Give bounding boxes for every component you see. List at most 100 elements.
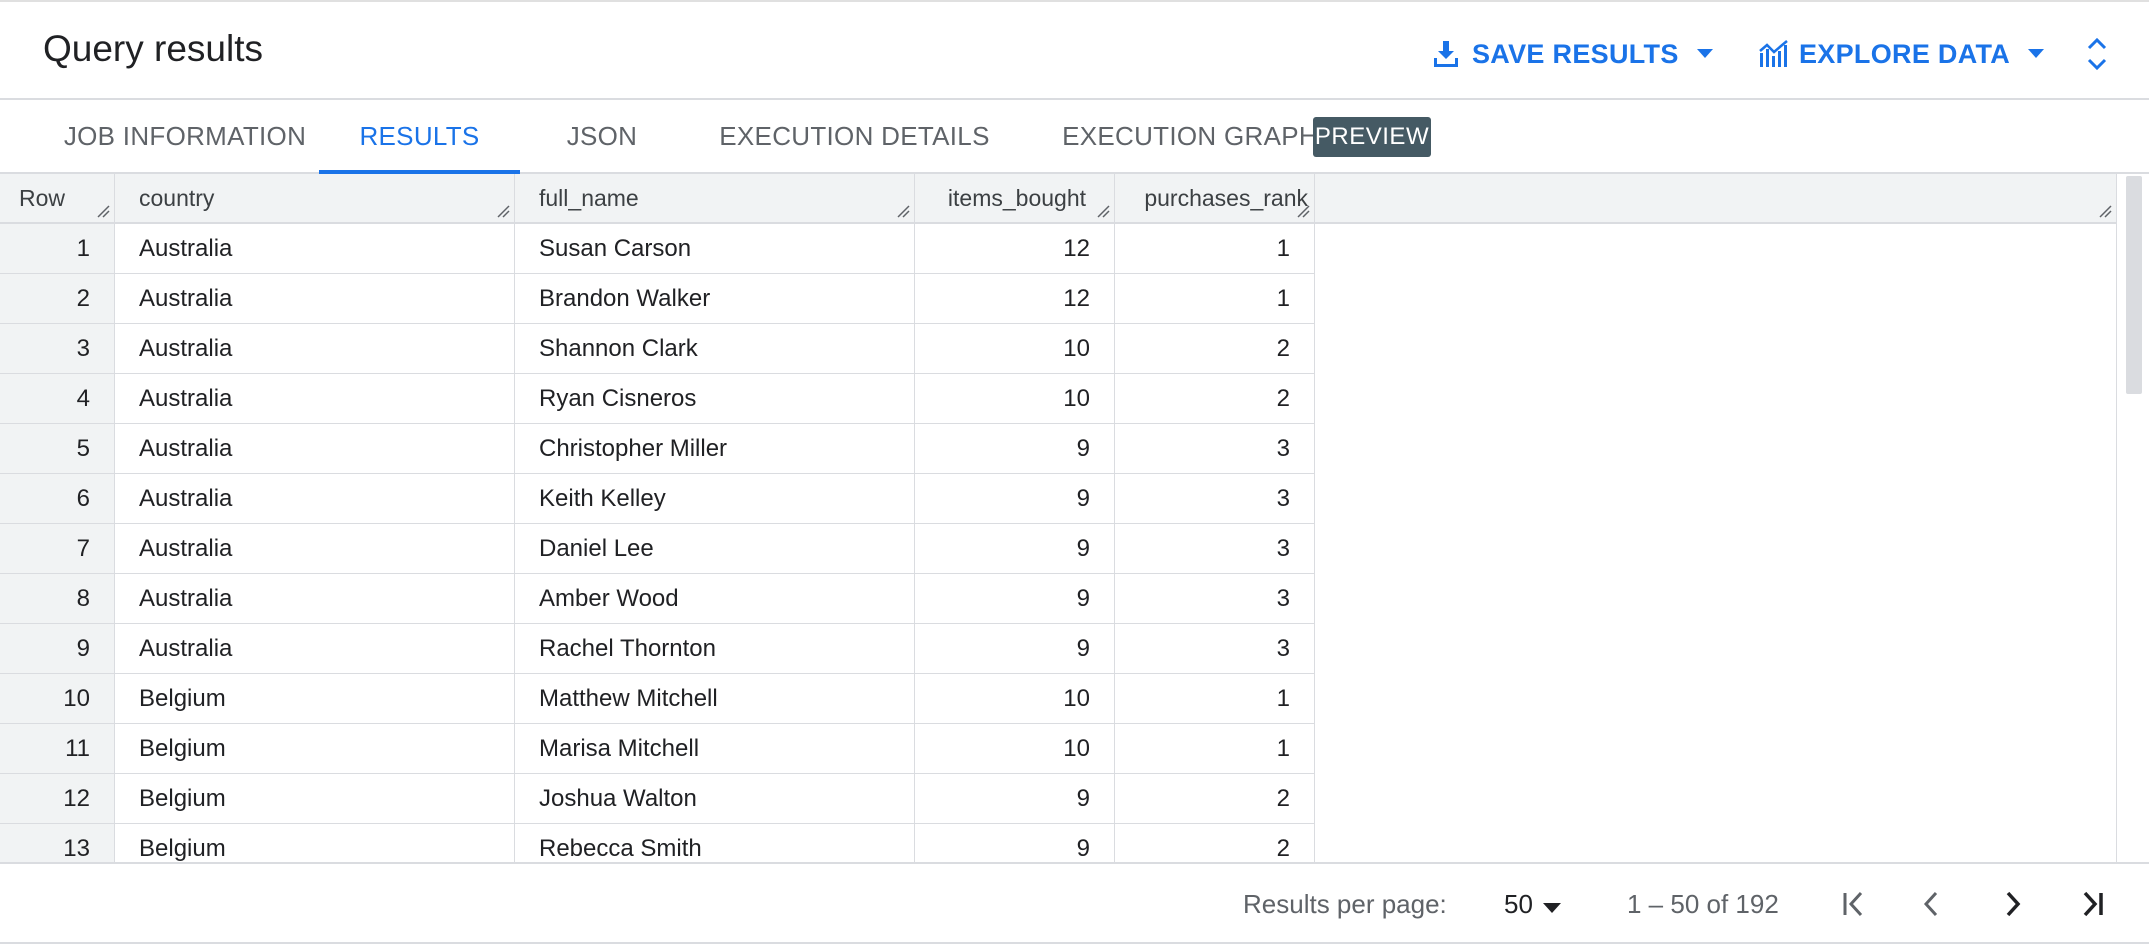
tab-execution-graph[interactable]: EXECUTION GRAPH <box>1062 120 1318 151</box>
vertical-scrollbar[interactable] <box>2116 174 2149 862</box>
full-name-cell[interactable]: Rachel Thornton <box>515 624 915 673</box>
country-cell[interactable]: Australia <box>115 474 515 523</box>
column-header-items-bought[interactable]: items_bought <box>915 174 1115 222</box>
full-name-cell[interactable]: Keith Kelley <box>515 474 915 523</box>
column-header-country[interactable]: country <box>115 174 515 222</box>
tab-json[interactable]: JSON <box>566 120 638 151</box>
last-page-icon[interactable] <box>2070 882 2114 926</box>
purchases-rank-cell[interactable]: 3 <box>1115 524 1315 573</box>
purchases-rank-cell[interactable]: 2 <box>1115 774 1315 823</box>
purchases-rank-cell[interactable]: 2 <box>1115 374 1315 423</box>
row-number-cell[interactable]: 4 <box>0 374 115 423</box>
items-bought-cell[interactable]: 12 <box>915 224 1115 273</box>
row-number-cell[interactable]: 9 <box>0 624 115 673</box>
resize-handle-icon[interactable] <box>1296 204 1310 218</box>
country-cell[interactable]: Australia <box>115 224 515 273</box>
full-name-cell[interactable]: Marisa Mitchell <box>515 724 915 773</box>
table-row[interactable]: 8 Australia Amber Wood 9 3 <box>0 574 1315 624</box>
table-row[interactable]: 6 Australia Keith Kelley 9 3 <box>0 474 1315 524</box>
row-number-cell[interactable]: 11 <box>0 724 115 773</box>
items-bought-cell[interactable]: 9 <box>915 524 1115 573</box>
chevron-left-icon[interactable] <box>1910 882 1954 926</box>
resize-handle-icon[interactable] <box>2098 204 2112 218</box>
country-cell[interactable]: Belgium <box>115 674 515 723</box>
items-bought-cell[interactable]: 9 <box>915 424 1115 473</box>
first-page-icon[interactable] <box>1832 882 1876 926</box>
purchases-rank-cell[interactable]: 2 <box>1115 824 1315 862</box>
items-bought-cell[interactable]: 9 <box>915 474 1115 523</box>
country-cell[interactable]: Australia <box>115 624 515 673</box>
table-row[interactable]: 12 Belgium Joshua Walton 9 2 <box>0 774 1315 824</box>
full-name-cell[interactable]: Brandon Walker <box>515 274 915 323</box>
resize-handle-icon[interactable] <box>96 204 110 218</box>
full-name-cell[interactable]: Daniel Lee <box>515 524 915 573</box>
table-row[interactable]: 11 Belgium Marisa Mitchell 10 1 <box>0 724 1315 774</box>
full-name-cell[interactable]: Christopher Miller <box>515 424 915 473</box>
row-number-cell[interactable]: 1 <box>0 224 115 273</box>
table-row[interactable]: 2 Australia Brandon Walker 12 1 <box>0 274 1315 324</box>
row-number-cell[interactable]: 12 <box>0 774 115 823</box>
purchases-rank-cell[interactable]: 1 <box>1115 274 1315 323</box>
row-number-cell[interactable]: 3 <box>0 324 115 373</box>
country-cell[interactable]: Australia <box>115 374 515 423</box>
row-number-cell[interactable]: 13 <box>0 824 115 862</box>
table-row[interactable]: 7 Australia Daniel Lee 9 3 <box>0 524 1315 574</box>
purchases-rank-cell[interactable]: 1 <box>1115 724 1315 773</box>
items-bought-cell[interactable]: 9 <box>915 624 1115 673</box>
row-number-cell[interactable]: 8 <box>0 574 115 623</box>
items-bought-cell[interactable]: 12 <box>915 274 1115 323</box>
table-row[interactable]: 10 Belgium Matthew Mitchell 10 1 <box>0 674 1315 724</box>
full-name-cell[interactable]: Rebecca Smith <box>515 824 915 862</box>
column-header-purchases-rank[interactable]: purchases_rank <box>1115 174 1315 222</box>
country-cell[interactable]: Belgium <box>115 724 515 773</box>
full-name-cell[interactable]: Amber Wood <box>515 574 915 623</box>
row-number-cell[interactable]: 6 <box>0 474 115 523</box>
tab-job-information[interactable]: JOB INFORMATION <box>63 120 307 151</box>
items-bought-cell[interactable]: 10 <box>915 674 1115 723</box>
purchases-rank-cell[interactable]: 2 <box>1115 324 1315 373</box>
items-bought-cell[interactable]: 10 <box>915 324 1115 373</box>
purchases-rank-cell[interactable]: 3 <box>1115 624 1315 673</box>
row-number-cell[interactable]: 2 <box>0 274 115 323</box>
resize-handle-icon[interactable] <box>1096 204 1110 218</box>
row-number-cell[interactable]: 7 <box>0 524 115 573</box>
country-cell[interactable]: Australia <box>115 574 515 623</box>
full-name-cell[interactable]: Shannon Clark <box>515 324 915 373</box>
purchases-rank-cell[interactable]: 3 <box>1115 474 1315 523</box>
country-cell[interactable]: Belgium <box>115 824 515 862</box>
items-bought-cell[interactable]: 10 <box>915 374 1115 423</box>
tab-results[interactable]: RESULTS <box>319 100 520 174</box>
country-cell[interactable]: Australia <box>115 524 515 573</box>
country-cell[interactable]: Australia <box>115 324 515 373</box>
save-results-button[interactable]: SAVE RESULTS <box>1432 32 1713 76</box>
country-cell[interactable]: Australia <box>115 274 515 323</box>
scrollbar-thumb[interactable] <box>2126 176 2142 394</box>
country-cell[interactable]: Belgium <box>115 774 515 823</box>
row-number-cell[interactable]: 10 <box>0 674 115 723</box>
full-name-cell[interactable]: Joshua Walton <box>515 774 915 823</box>
resize-handle-icon[interactable] <box>896 204 910 218</box>
purchases-rank-cell[interactable]: 1 <box>1115 674 1315 723</box>
items-bought-cell[interactable]: 9 <box>915 824 1115 862</box>
items-bought-cell[interactable]: 9 <box>915 574 1115 623</box>
full-name-cell[interactable]: Ryan Cisneros <box>515 374 915 423</box>
items-bought-cell[interactable]: 10 <box>915 724 1115 773</box>
purchases-rank-cell[interactable]: 3 <box>1115 574 1315 623</box>
table-row[interactable]: 1 Australia Susan Carson 12 1 <box>0 224 1315 274</box>
full-name-cell[interactable]: Matthew Mitchell <box>515 674 915 723</box>
full-name-cell[interactable]: Susan Carson <box>515 224 915 273</box>
table-row[interactable]: 5 Australia Christopher Miller 9 3 <box>0 424 1315 474</box>
unfold-icon[interactable] <box>2080 32 2114 76</box>
row-number-cell[interactable]: 5 <box>0 424 115 473</box>
country-cell[interactable]: Australia <box>115 424 515 473</box>
resize-handle-icon[interactable] <box>496 204 510 218</box>
table-row[interactable]: 4 Australia Ryan Cisneros 10 2 <box>0 374 1315 424</box>
table-row[interactable]: 3 Australia Shannon Clark 10 2 <box>0 324 1315 374</box>
table-row[interactable]: 9 Australia Rachel Thornton 9 3 <box>0 624 1315 674</box>
tab-execution-details[interactable]: EXECUTION DETAILS <box>719 120 990 151</box>
explore-data-button[interactable]: EXPLORE DATA <box>1757 32 2045 76</box>
purchases-rank-cell[interactable]: 1 <box>1115 224 1315 273</box>
results-per-page-select[interactable]: 50 <box>1504 882 1561 926</box>
column-header-full-name[interactable]: full_name <box>515 174 915 222</box>
purchases-rank-cell[interactable]: 3 <box>1115 424 1315 473</box>
